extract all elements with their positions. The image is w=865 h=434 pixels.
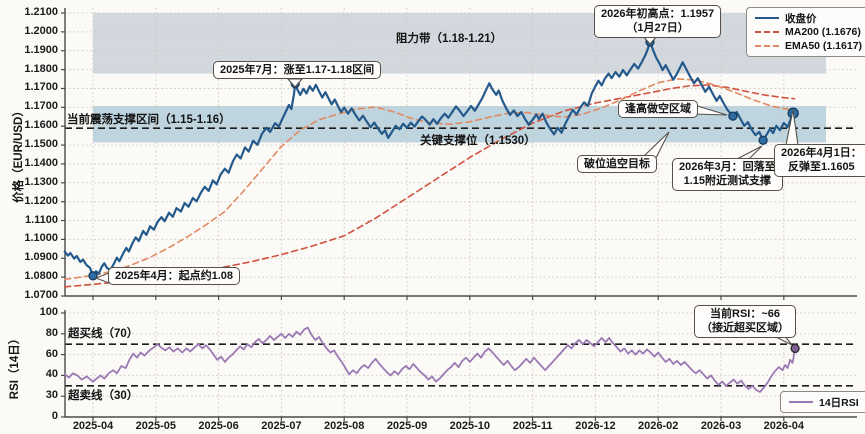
close-line-swatch-icon [755, 17, 779, 19]
rsi-y-tick-label: 40 [45, 368, 58, 381]
rsi-axis-title: RSI（14日） [9, 332, 21, 400]
price-axis-title: 价格（EUR/USD） [13, 105, 25, 203]
annotation-text: 2026年3月：回落至 [679, 161, 776, 173]
rsi-y-tick-label: 100 [39, 306, 58, 318]
annotation-text: 1.15附近测试支撑 [683, 175, 771, 188]
annotation-text: 当前RSI：~66 [710, 308, 780, 320]
price-y-tick-label: 1.1500 [24, 138, 58, 151]
price-y-tick-label: 1.0700 [24, 288, 58, 301]
annotation-text: 反弹至1.1605 [788, 161, 855, 174]
annotation-march-2026-pullback: 2026年3月：回落至 1.15附近测试支撑 [672, 158, 783, 191]
x-tick-label: 2025-09 [386, 420, 428, 432]
x-tick-label: 2025-07 [261, 420, 302, 432]
price-y-tick-label: 1.1200 [24, 194, 58, 207]
legend-label: MA200 (1.1676) [785, 26, 861, 38]
price-y-tick-label: 1.0900 [24, 251, 58, 264]
series-EMA50 (1.1617) [63, 78, 796, 281]
price-legend: 收盘价 MA200 (1.1676) EMA50 (1.1617) [746, 7, 865, 57]
annotation-text: 2026年4月1日： [781, 147, 862, 159]
price-y-tick-label: 1.1800 [24, 62, 58, 75]
ma200-line-swatch-icon [755, 31, 779, 33]
annotation-text: （1月27日） [626, 22, 689, 35]
annotation-short-zone: 逢高做空区域 [618, 100, 698, 119]
price-y-tick-label: 1.2000 [24, 24, 58, 37]
price-marker [728, 111, 738, 121]
price-marker [758, 135, 768, 145]
annotation-july-2025-rise: 2025年7月：涨至1.17-1.18区间 [213, 61, 382, 80]
resistance-band-label: 阻力带（1.18-1.21） [396, 33, 503, 45]
series-收盘价 [63, 40, 795, 277]
price-y-tick-label: 1.1000 [24, 232, 58, 245]
rsi-y-tick-label: 30 [45, 389, 58, 402]
overbought-line-label: 超买线（70） [68, 328, 139, 340]
legend-item-rsi: 14日RSI [789, 395, 859, 409]
price-marker [88, 271, 98, 281]
price-y-tick-label: 1.2100 [24, 6, 58, 18]
rsi-line-swatch-icon [789, 401, 813, 403]
x-tick-label: 2025-10 [449, 420, 490, 432]
price-y-tick-label: 1.1700 [24, 81, 58, 94]
price-y-tick-label: 1.1900 [24, 43, 58, 56]
legend-item-ma200: MA200 (1.1676) [755, 25, 862, 39]
rsi-legend: 14日RSI [780, 391, 865, 413]
x-tick-label: 2026-03 [700, 420, 742, 432]
price-y-tick-label: 1.1400 [24, 156, 58, 169]
oversold-line-label: 超卖线（30） [68, 390, 139, 402]
rsi-marker [790, 343, 800, 354]
legend-label: 收盘价 [785, 12, 817, 25]
price-y-tick-label: 1.1600 [24, 119, 58, 132]
rsi-y-tick-label: 60 [45, 347, 58, 360]
annotation-breakdown-target: 破位追空目标 [577, 155, 657, 174]
x-tick-label: 2025-05 [135, 420, 176, 432]
legend-label: EMA50 (1.1617) [785, 40, 863, 52]
annotation-text: 破位追空目标 [584, 158, 650, 170]
x-tick-label: 2025-11 [512, 420, 553, 432]
price-y-tick-label: 1.1300 [24, 175, 58, 188]
x-tick-label: 2026-12 [575, 420, 616, 432]
rsi-y-tick-label: 80 [45, 326, 58, 339]
annotation-current-rsi: 当前RSI：~66 （接近超买区域） [694, 305, 796, 338]
annotation-april-2026-rebound: 2026年4月1日： 反弹至1.1605 [774, 144, 865, 177]
legend-item-ema50: EMA50 (1.1617) [755, 39, 862, 53]
callout-tail [286, 78, 304, 88]
x-tick-label: 2026-04 [763, 420, 804, 432]
x-tick-label: 2026-02 [638, 420, 679, 432]
series-14日RSI [63, 326, 796, 393]
annotation-text: 2026年初高点：1.1957 [601, 8, 715, 20]
price-y-tick-label: 1.1100 [24, 213, 58, 226]
x-tick-label: 2025-04 [72, 420, 114, 432]
annotation-text: （接近超买区域） [701, 322, 789, 335]
price-y-tick-label: 1.0800 [24, 270, 58, 283]
annotation-text: 2025年4月：起点约1.08 [115, 270, 233, 282]
key-support-label: 关键支撑位（1.1530） [420, 135, 536, 147]
rsi-y-tick-label: 0 [51, 410, 58, 422]
support-zone-label: 当前震荡支撑区间（1.15-1.16） [67, 114, 231, 126]
x-tick-label: 2025-08 [324, 420, 365, 432]
annotation-text: 逢高做空区域 [625, 103, 691, 115]
annotation-jan-2026-high: 2026年初高点：1.1957 （1月27日） [594, 5, 722, 38]
annotation-text: 2025年7月：涨至1.17-1.18区间 [220, 64, 375, 76]
x-tick-label: 2025-06 [198, 420, 239, 432]
annotation-april-2025-start: 2025年4月：起点约1.08 [108, 267, 240, 286]
ema50-line-swatch-icon [755, 45, 779, 47]
legend-item-close: 收盘价 [755, 11, 862, 25]
legend-label: 14日RSI [819, 396, 859, 409]
price-y-tick-label: 1.1700 [24, 100, 58, 113]
